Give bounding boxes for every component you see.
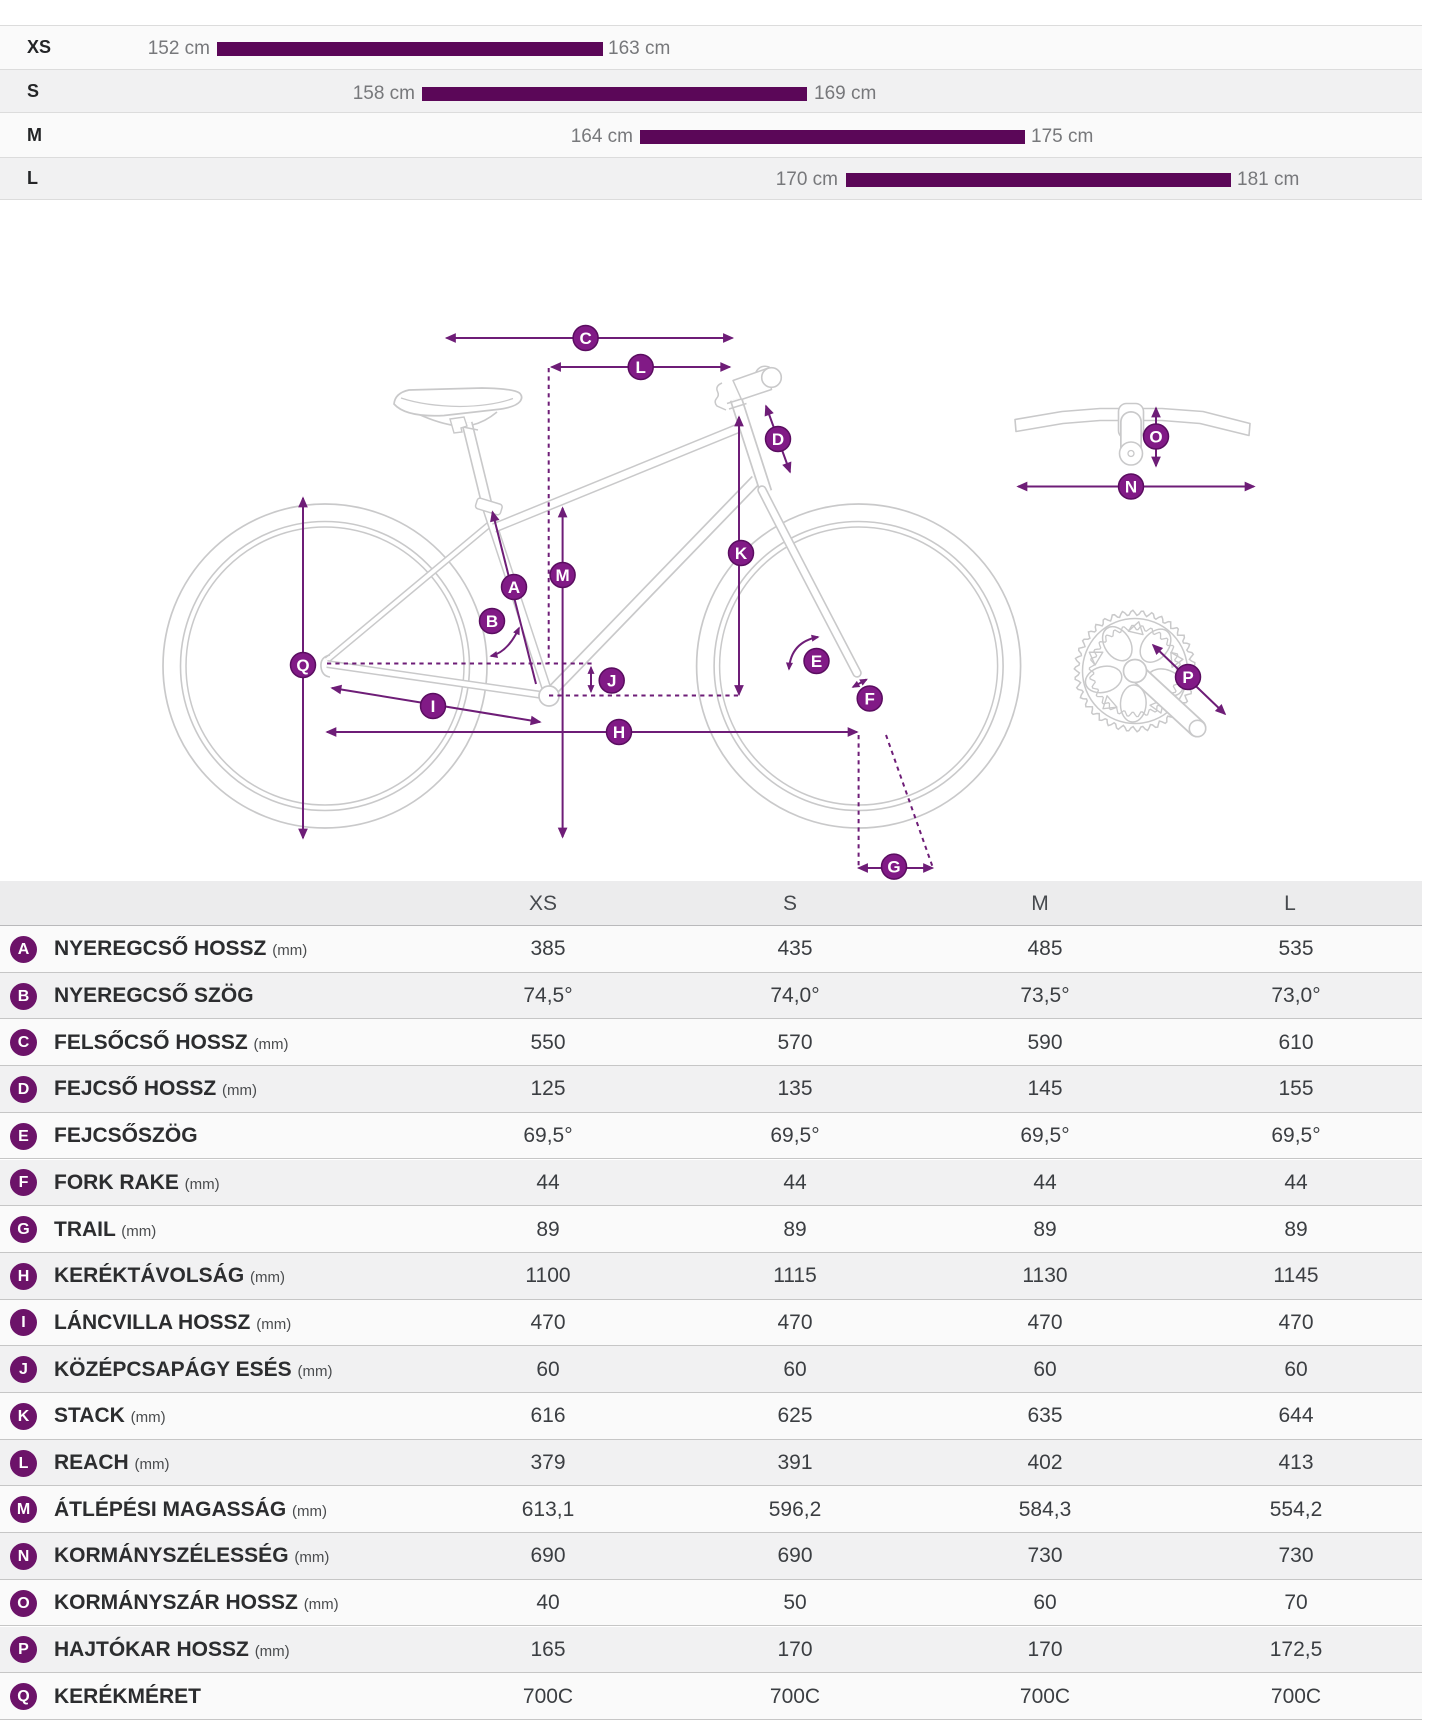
svg-text:F: F [865,690,875,709]
svg-text:N: N [1125,478,1137,497]
svg-text:K: K [735,544,748,563]
svg-text:I: I [431,697,436,716]
svg-text:D: D [772,430,784,449]
svg-text:P: P [1182,668,1193,687]
svg-text:O: O [1149,428,1162,447]
svg-text:H: H [613,723,625,742]
svg-text:G: G [887,858,900,877]
svg-text:M: M [556,566,570,585]
svg-text:J: J [607,672,616,691]
svg-text:L: L [636,358,646,377]
svg-text:B: B [486,612,498,631]
svg-text:Q: Q [296,656,309,675]
svg-text:E: E [811,652,822,671]
svg-text:A: A [508,578,520,597]
svg-text:C: C [579,329,591,348]
